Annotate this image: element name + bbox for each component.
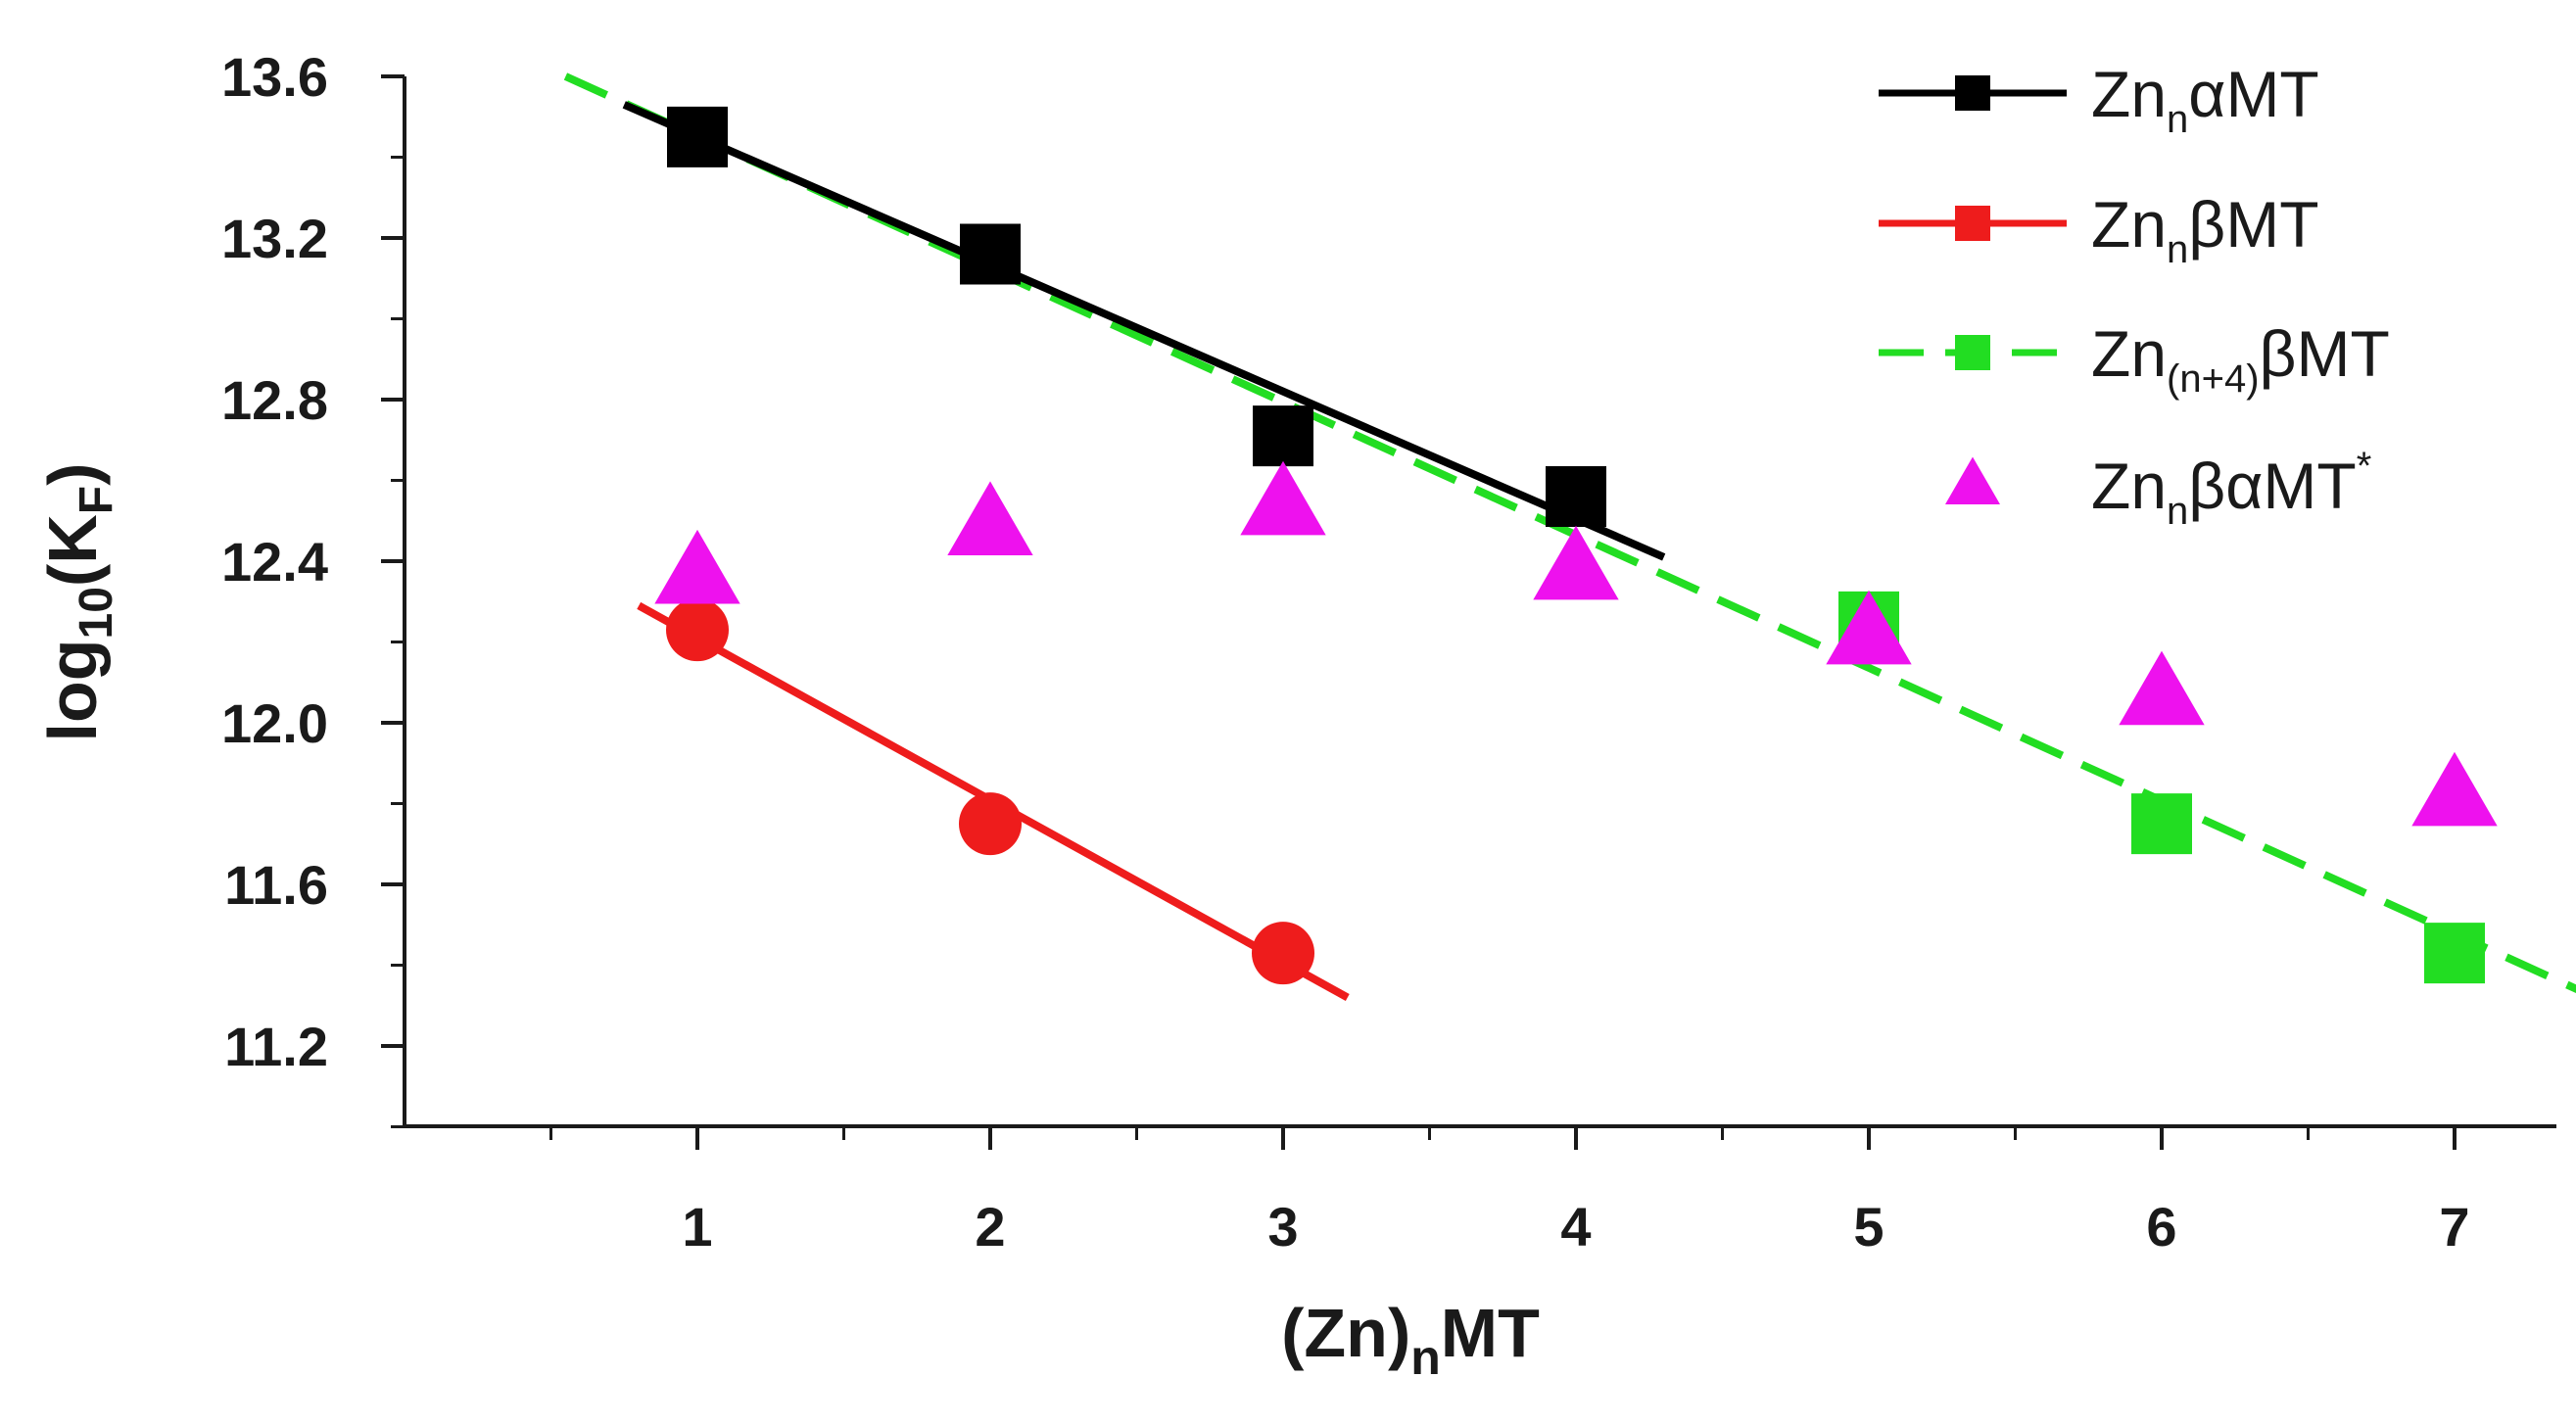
data-points xyxy=(654,106,2498,985)
y-tick-label: 13.6 xyxy=(221,46,328,108)
tick-labels: 1 2 3 4 5 6 7 11.2 11.6 12.0 12.4 12.8 13.2 13.6 xyxy=(221,46,2470,1258)
zn-beta-alpha-mt-point xyxy=(1240,460,1326,536)
x-tick-label: 5 xyxy=(1853,1196,1884,1258)
y-tick-label: 12.8 xyxy=(221,369,328,431)
zn-beta-mt-point xyxy=(959,792,1022,856)
x-tick-label: 3 xyxy=(1267,1196,1298,1258)
zn-beta-alpha-mt-point xyxy=(1533,525,1619,600)
y-tick-label: 11.2 xyxy=(224,1016,328,1077)
legend-item-zn-beta-mt: ZnnβMT xyxy=(1879,188,2319,271)
zn-alpha-mt-point xyxy=(1546,466,1606,527)
axes xyxy=(381,74,2556,1150)
y-axis-title: log10(KF) xyxy=(34,463,122,742)
y-tick-label: 12.0 xyxy=(221,692,328,754)
legend-label: ZnnαMT xyxy=(2091,58,2319,141)
zn-beta-alpha-mt-point xyxy=(1826,590,1912,665)
legend-marker xyxy=(1955,335,1990,370)
zn-alpha-mt-point xyxy=(960,223,1021,285)
legend-label: Zn(n+4)βMT xyxy=(2091,317,2390,401)
legend-item-zn-alpha-mt: ZnnαMT xyxy=(1879,58,2319,141)
legend-item-zn-n4-beta-mt: Zn(n+4)βMT xyxy=(1879,317,2390,401)
zn-beta-alpha-mt-point xyxy=(2119,650,2205,726)
y-tick-label: 11.6 xyxy=(224,854,328,916)
zn-beta-mt-point xyxy=(666,598,729,662)
legend-label: ZnnβαMT* xyxy=(2091,445,2371,533)
zn-beta-mt-point xyxy=(1252,922,1314,985)
x-tick-label: 1 xyxy=(682,1196,712,1258)
x-tick-label: 4 xyxy=(1560,1196,1591,1258)
y-tick-label: 13.2 xyxy=(221,208,328,269)
legend-item-zn-beta-alpha-mt: ZnnβαMT* xyxy=(1945,445,2371,533)
zn-n4-beta-mt-point xyxy=(2131,793,2192,855)
zn-alpha-mt-fit-line xyxy=(622,101,1666,561)
x-tick-label: 2 xyxy=(975,1196,1005,1258)
legend-marker xyxy=(1955,206,1990,241)
zn-alpha-mt-point xyxy=(1253,405,1313,467)
legend-marker xyxy=(1955,75,1990,111)
zn-beta-alpha-mt-point xyxy=(654,529,740,604)
x-tick-label: 6 xyxy=(2146,1196,2176,1258)
x-tick-label: 7 xyxy=(2439,1196,2469,1258)
x-axis-title: (Zn)nMT xyxy=(1281,1295,1540,1385)
zn-alpha-mt-point xyxy=(667,106,728,167)
zn-beta-alpha-mt-point xyxy=(947,481,1033,555)
zn-n4-beta-mt-point xyxy=(2424,923,2485,984)
zn-beta-alpha-mt-point xyxy=(2411,751,2498,827)
legend: ZnnαMT ZnnβMT Zn(n+4)βMT ZnnβαMT* xyxy=(1879,58,2390,533)
legend-marker xyxy=(1945,456,2000,504)
y-tick-label: 12.4 xyxy=(221,531,328,593)
legend-label: ZnnβMT xyxy=(2091,188,2319,271)
